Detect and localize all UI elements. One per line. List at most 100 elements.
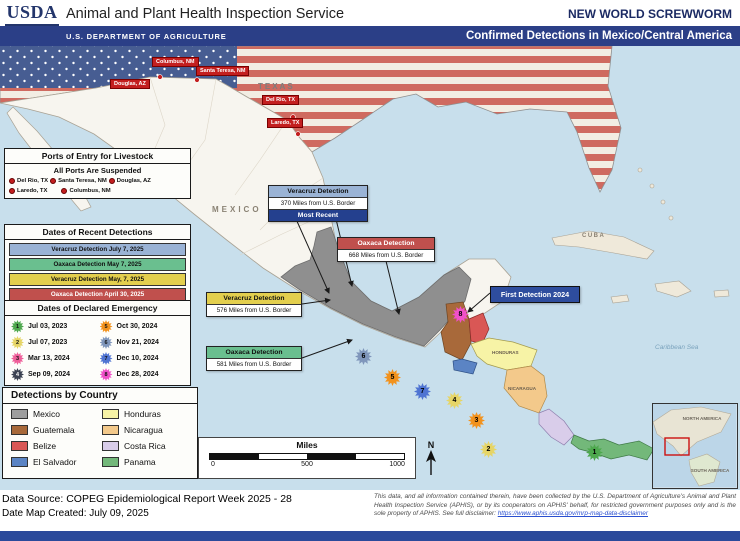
locator-inset-map: NORTH AMERICA SOUTH AMERICA [652,403,738,489]
label-nicaragua: NICARAGUA [508,386,537,391]
port-label-laredo: Laredo, TX [267,118,304,128]
emergency-date-grid: 1 Jul 03, 2023 2 Jul 07, 2023 3 Mar 13, 202… [5,316,190,385]
label-cuba: CUBA [582,233,606,239]
callout-distance: 576 Miles from U.S. Border [207,305,301,316]
country-item: Mexico [11,409,102,419]
callout-title: Veracruz Detection [207,293,301,305]
port-label-columbus: Columbus, NM [152,57,199,67]
star-icon: 1 [11,320,24,333]
country-item: El Salvador [11,457,102,467]
callout-first-detection: First Detection 2024 [490,286,580,303]
port-dot-icon [9,178,15,184]
country-name: Guatemala [33,425,75,435]
ports-row-1: Del Rio, TX Santa Teresa, NM Douglas, AZ [5,176,190,186]
port-name: Columbus, NM [69,188,111,194]
country-item: Honduras [102,409,193,419]
footer: Data Source: COPEG Epidemiological Repor… [0,490,740,531]
scale-bar-segments [209,453,405,460]
emergency-date: Dec 10, 2024 [116,355,159,362]
caribbean-islands [551,167,730,304]
usda-logo: USDA [5,2,59,26]
callout-oaxaca-668: Oaxaca Detection 668 Miles from U.S. Bor… [337,237,435,262]
emergency-item: 6 Nov 21, 2024 [99,336,185,349]
country-item: Guatemala [11,425,102,435]
inset-svg [652,404,736,487]
star-icon: 6 [99,336,113,349]
port-label-del-rio: Del Rio, TX [262,95,300,105]
port-entry: Douglas, AZ [108,178,151,184]
port-entry: Santa Teresa, NM [50,178,107,184]
nicaragua-shape [503,365,548,414]
callout-title: Oaxaca Detection [338,238,434,250]
country-panel-title: Detections by Country [3,388,197,404]
puerto-rico-shape [713,289,730,298]
port-name: Del Rio, TX [17,178,49,184]
country-name: Costa Rica [124,441,166,451]
callout-distance: 581 Miles from U.S. Border [207,359,301,370]
label-honduras: HONDURAS [492,350,519,355]
country-column-left: Mexico Guatemala Belize El Salvador [11,409,102,473]
ports-suspended-note: All Ports Are Suspended [53,166,142,175]
color-swatch [102,457,119,467]
port-name: Douglas, AZ [116,178,151,184]
port-name: Santa Teresa, NM [58,178,107,184]
el-salvador-shape [452,358,478,375]
recent-panel-title: Dates of Recent Detections [5,225,190,240]
callout-most-recent-tag: Most Recent [269,209,367,221]
emergency-item: 8 Dec 28, 2024 [99,368,185,381]
footer-source-block: Data Source: COPEG Epidemiological Repor… [2,493,332,531]
ports-panel-title: Ports of Entry for Livestock [5,149,190,164]
country-name: Mexico [33,409,60,419]
star-icon: 8 [99,368,113,381]
country-item: Costa Rica [102,441,193,451]
port-entry: Columbus, NM [61,188,111,194]
jamaica-shape [610,294,630,304]
scale-tick-500: 500 [301,461,313,468]
emergency-item: 5 Oct 30, 2024 [99,320,185,333]
scale-bar-title: Miles [296,440,318,450]
color-swatch [11,409,28,419]
hispaniola-shape [654,280,692,298]
callout-leader-lines [295,218,491,359]
color-swatch [102,409,119,419]
ports-row-2: Laredo, TX Columbus, NM [5,186,190,198]
emergency-date: Oct 30, 2024 [116,323,158,330]
panama-shape [570,434,655,461]
color-swatch [11,457,28,467]
color-swatch [11,425,28,435]
header: USDA Animal and Plant Health Inspection … [0,0,740,46]
color-swatch [102,425,119,435]
country-name: El Salvador [33,457,77,467]
port-entry: Del Rio, TX [9,178,48,184]
emergency-item: 7 Dec 10, 2024 [99,352,185,365]
header-blue-bar: U.S. DEPARTMENT OF AGRICULTURE Confirmed… [0,26,740,46]
port-dot-icon [9,188,15,194]
emergency-date: Dec 28, 2024 [116,371,159,378]
country-legend: Mexico Guatemala Belize El Salvador Hond… [3,404,197,478]
callout-distance: 370 Miles from U.S. Border [269,198,367,209]
country-name: Belize [33,441,57,451]
star-icon: 7 [99,352,113,365]
disclaimer-link[interactable]: https://www.aphis.usda.gov/mrp-map-data-… [497,510,648,518]
detections-by-country-panel: Detections by Country Mexico Guatemala B… [2,387,198,479]
callout-veracruz-576: Veracruz Detection 576 Miles from U.S. B… [206,292,302,317]
emergency-date: Mar 13, 2024 [28,355,70,362]
country-column-right: Honduras Nicaragua Costa Rica Panama [102,409,193,473]
scale-tick-1000: 1000 [389,461,405,468]
country-name: Honduras [124,409,161,419]
emergency-item: 1 Jul 03, 2023 [11,320,96,333]
department-label: U.S. DEPARTMENT OF AGRICULTURE [66,31,227,41]
port-entry: Laredo, TX [9,188,47,194]
cuba-shape [551,230,655,260]
north-arrow-icon [426,450,436,475]
date-created-text: Date Map Created: July 09, 2025 [2,508,149,519]
callout-oaxaca-581: Oaxaca Detection 581 Miles from U.S. Bor… [206,346,302,371]
scale-bar: Miles 0 500 1000 [198,437,416,479]
color-swatch [11,441,28,451]
emergency-item: 2 Jul 07, 2023 [11,336,96,349]
country-name: Panama [124,457,156,467]
mexico-shape [0,76,512,348]
scale-bar-ticks: 0 500 1000 [209,460,405,470]
